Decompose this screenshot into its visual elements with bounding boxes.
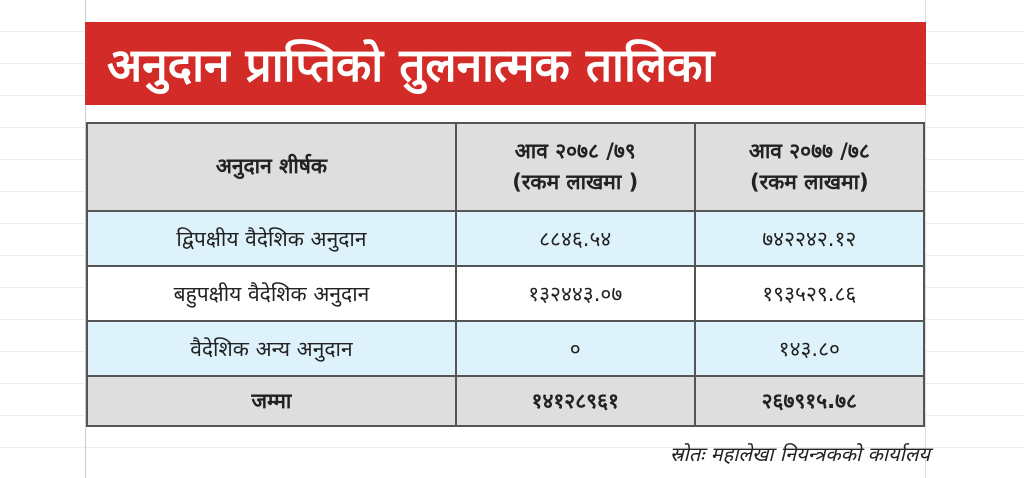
table-row: द्विपक्षीय वैदेशिक अनुदान ८८४६.५४ ७४२२४२… bbox=[86, 210, 926, 267]
header-cell: अनुदान शीर्षक bbox=[86, 122, 457, 212]
value-cell: २६७९१५.७८ bbox=[693, 375, 926, 427]
header-cell: आव २०७८ /७९ (रकम लाखमा ) bbox=[454, 122, 696, 212]
row-label: बहुपक्षीय वैदेशिक अनुदान bbox=[86, 265, 457, 322]
header-row: अनुदान शीर्षक आव २०७८ /७९ (रकम लाखमा ) आव… bbox=[86, 122, 926, 212]
grant-comparison-table: अनुदान शीर्षक आव २०७८ /७९ (रकम लाखमा ) आव… bbox=[86, 122, 926, 427]
row-label: द्विपक्षीय वैदेशिक अनुदान bbox=[86, 210, 457, 267]
title-banner: अनुदान प्राप्तिको तुलनात्मक तालिका bbox=[85, 22, 926, 105]
value-cell: ७४२२४२.१२ bbox=[693, 210, 926, 267]
title: अनुदान प्राप्तिको तुलनात्मक तालिका bbox=[107, 37, 715, 92]
source-note: स्रोतः महालेखा नियन्त्रकको कार्यालय bbox=[669, 442, 930, 466]
header-unit: (रकम लाखमा ) bbox=[512, 170, 639, 194]
row-label: वैदेशिक अन्य अनुदान bbox=[86, 320, 457, 377]
value-cell: १९३५२९.८६ bbox=[693, 265, 926, 322]
table-row: वैदेशिक अन्य अनुदान ० १४३.८० bbox=[86, 320, 926, 377]
value-cell: १४३.८० bbox=[693, 320, 926, 377]
header-cell: आव २०७७ /७८ (रकम लाखमा) bbox=[693, 122, 926, 212]
value-cell: ० bbox=[454, 320, 696, 377]
header-unit: (रकम लाखमा) bbox=[749, 170, 869, 194]
margin-line bbox=[925, 0, 926, 478]
margin-line bbox=[85, 0, 86, 478]
value-cell: १४१२८९६१ bbox=[454, 375, 696, 427]
value-cell: १३२४४३.०७ bbox=[454, 265, 696, 322]
total-row: जम्मा १४१२८९६१ २६७९१५.७८ bbox=[86, 375, 926, 427]
header-text: आव २०७८ /७९ bbox=[514, 138, 636, 163]
value-cell: ८८४६.५४ bbox=[454, 210, 696, 267]
table-row: बहुपक्षीय वैदेशिक अनुदान १३२४४३.०७ १९३५२… bbox=[86, 265, 926, 322]
header-text: आव २०७७ /७८ bbox=[748, 138, 870, 163]
row-label: जम्मा bbox=[86, 375, 457, 427]
header-text: अनुदान शीर्षक bbox=[215, 154, 328, 179]
